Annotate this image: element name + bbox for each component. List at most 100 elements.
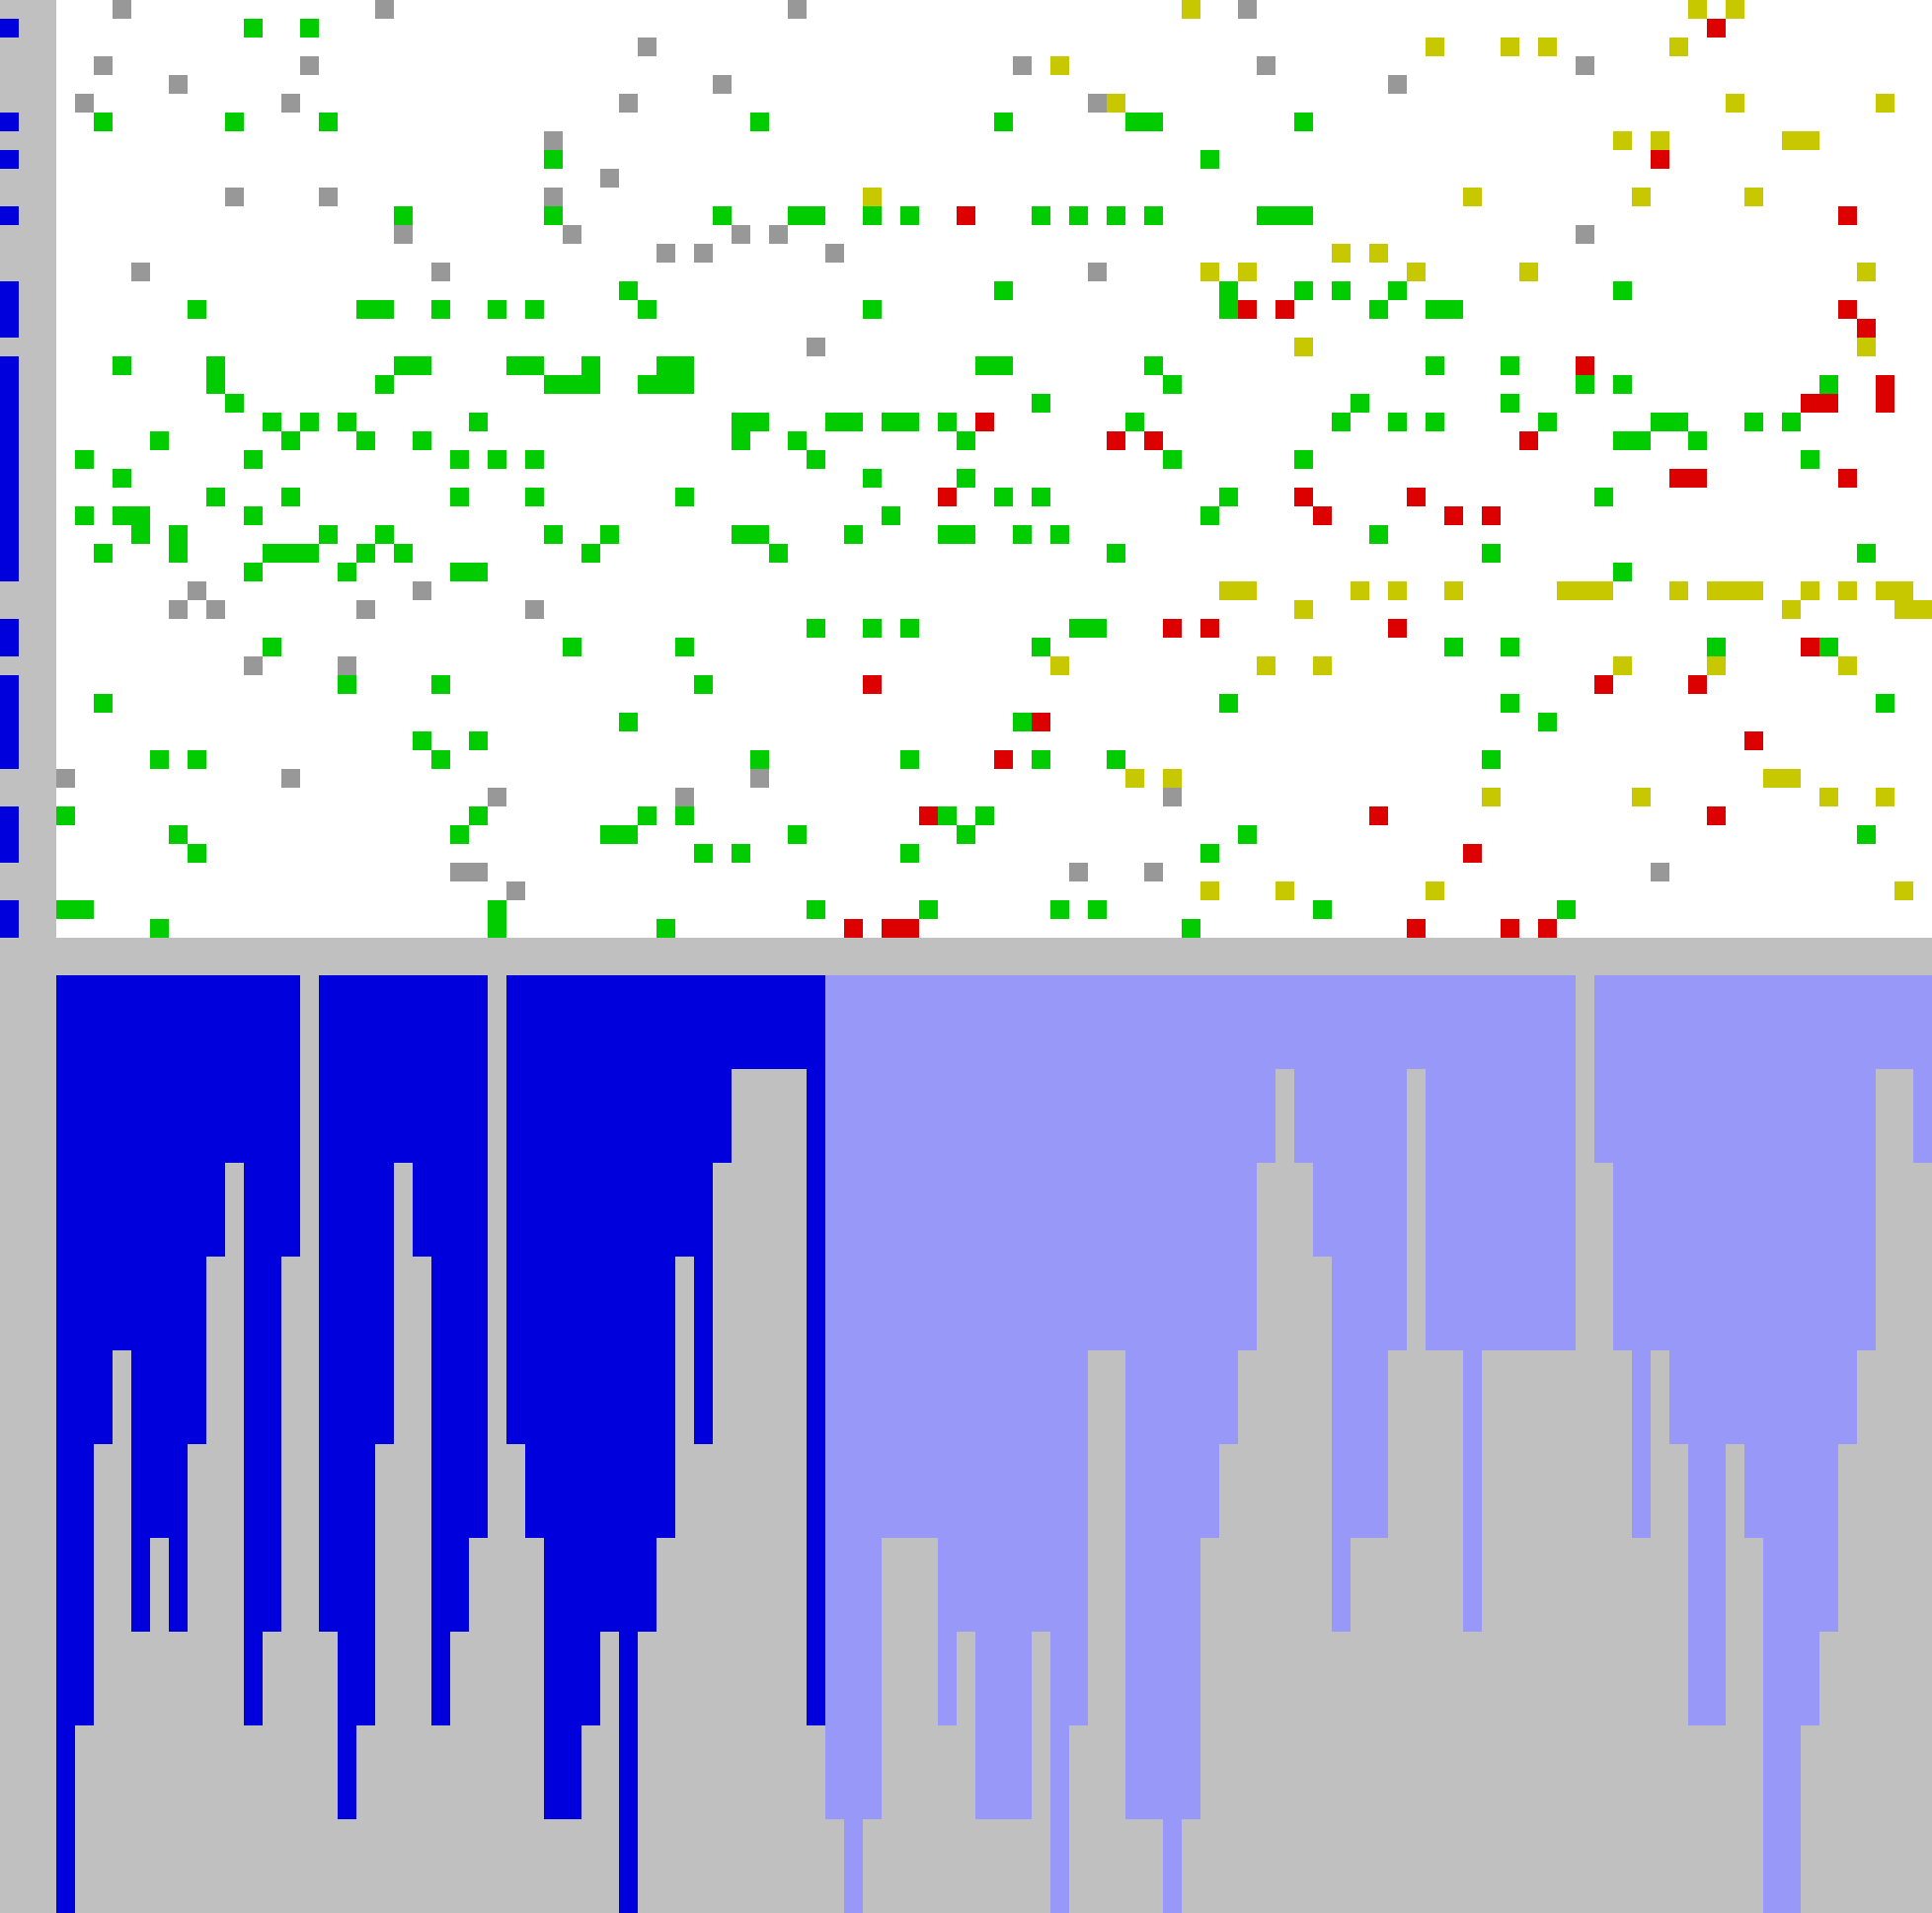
- light-bar: [1613, 975, 1632, 1350]
- green-cell: [94, 113, 113, 131]
- light-bar: [1107, 975, 1125, 1350]
- green-cell: [75, 450, 94, 469]
- dark-bar: [225, 975, 244, 1163]
- green-cell: [1219, 281, 1238, 300]
- gray-cell: [825, 244, 844, 263]
- row-marker: [0, 919, 19, 938]
- dark-bar: [788, 975, 807, 1069]
- green-cell: [882, 506, 900, 525]
- green-cell: [1200, 506, 1219, 525]
- level-bars: [56, 975, 1932, 1913]
- row-marker: [0, 825, 19, 844]
- green-cell: [807, 450, 825, 469]
- red-cell: [1238, 300, 1257, 319]
- dark-bar: [657, 975, 675, 1538]
- green-cell: [450, 825, 469, 844]
- green-cell: [1088, 619, 1107, 638]
- green-cell: [638, 300, 657, 319]
- green-cell: [431, 300, 450, 319]
- green-cell: [544, 206, 563, 225]
- red-cell: [1032, 713, 1050, 731]
- green-cell: [1107, 206, 1125, 225]
- green-cell: [1219, 694, 1238, 713]
- green-cell: [488, 450, 506, 469]
- green-cell: [263, 544, 281, 563]
- yellow-cell: [1219, 581, 1238, 600]
- green-cell: [1501, 638, 1519, 656]
- light-bar: [1707, 975, 1726, 1725]
- dark-bar: [206, 975, 225, 1257]
- green-cell: [338, 675, 356, 694]
- dark-bar: [450, 975, 469, 1632]
- light-bar: [1857, 975, 1876, 1350]
- gray-cell: [600, 169, 619, 188]
- green-cell: [675, 356, 694, 375]
- red-cell: [1651, 150, 1669, 169]
- green-cell: [56, 900, 75, 919]
- gray-cell: [413, 581, 431, 600]
- dark-bar: [319, 975, 338, 1632]
- light-bar: [1313, 975, 1332, 1257]
- dark-bar: [244, 975, 263, 1725]
- light-bar: [1088, 975, 1107, 1350]
- light-bar: [1275, 975, 1294, 1069]
- gray-cell: [394, 225, 413, 244]
- red-cell: [1275, 300, 1294, 319]
- gray-cell: [544, 188, 563, 206]
- green-cell: [1651, 413, 1669, 431]
- green-cell: [1200, 844, 1219, 863]
- gray-cell: [300, 56, 319, 75]
- light-bar: [1538, 975, 1557, 1350]
- green-cell: [1876, 694, 1894, 713]
- row-marker: [0, 413, 19, 431]
- green-cell: [788, 431, 807, 450]
- row-marker: [0, 506, 19, 525]
- red-cell: [1294, 488, 1313, 506]
- row-marker: [0, 469, 19, 488]
- red-cell: [1538, 919, 1557, 938]
- red-cell: [938, 488, 957, 506]
- light-bar: [1219, 975, 1238, 1444]
- dark-bar: [694, 975, 713, 1444]
- row-marker: [0, 206, 19, 225]
- row-marker: [0, 375, 19, 394]
- green-cell: [1069, 619, 1088, 638]
- yellow-cell: [1238, 581, 1257, 600]
- green-cell: [450, 488, 469, 506]
- red-cell: [1876, 394, 1894, 413]
- green-cell: [1294, 281, 1313, 300]
- gray-cell: [619, 94, 638, 113]
- green-cell: [1163, 450, 1182, 469]
- light-bar: [1838, 975, 1857, 1444]
- yellow-cell: [1894, 581, 1913, 600]
- yellow-cell: [1294, 338, 1313, 356]
- light-bar: [1426, 975, 1444, 1350]
- green-cell: [675, 806, 694, 825]
- green-cell: [1501, 356, 1519, 375]
- gray-cell: [356, 600, 375, 619]
- dark-bar: [113, 975, 131, 1350]
- green-cell: [732, 525, 750, 544]
- light-bar: [1557, 975, 1576, 1350]
- green-cell: [732, 431, 750, 450]
- green-cell: [413, 431, 431, 450]
- red-cell: [1444, 506, 1463, 525]
- green-cell: [244, 506, 263, 525]
- yellow-cell: [1726, 581, 1744, 600]
- green-cell: [1444, 300, 1463, 319]
- gray-cell: [281, 94, 300, 113]
- green-cell: [1238, 825, 1257, 844]
- dark-bar: [263, 975, 281, 1632]
- light-bar: [1257, 975, 1275, 1163]
- dark-bar: [675, 975, 694, 1257]
- gray-cell: [206, 600, 225, 619]
- green-cell: [225, 394, 244, 413]
- green-cell: [1032, 488, 1050, 506]
- light-bar: [1013, 975, 1032, 1819]
- green-cell: [1050, 525, 1069, 544]
- green-cell: [581, 375, 600, 394]
- green-cell: [807, 206, 825, 225]
- green-cell: [206, 488, 225, 506]
- green-cell: [807, 619, 825, 638]
- green-cell: [1107, 544, 1125, 563]
